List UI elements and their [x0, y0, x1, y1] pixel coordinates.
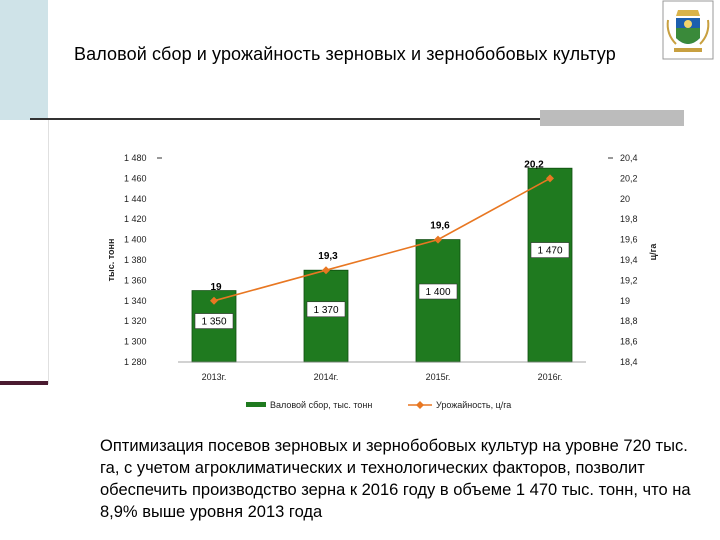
- y-tick-label: 1 460: [124, 173, 147, 183]
- y-tick-label: 1 420: [124, 214, 147, 224]
- line-value-label: 19,6: [430, 221, 450, 232]
- line-value-label: 19,3: [318, 251, 338, 262]
- y-tick-label: 1 340: [124, 296, 147, 306]
- bar-value-label: 1 350: [201, 317, 226, 328]
- line-point: [434, 235, 442, 244]
- bar: [527, 167, 573, 363]
- line-point: [322, 266, 330, 275]
- y-axis-title: тыс. тонн: [106, 239, 116, 282]
- y2-tick-label: 19: [620, 296, 630, 306]
- bar-label-box: [194, 313, 234, 329]
- bar-label-box: [530, 242, 570, 258]
- y2-tick-label: 19,6: [620, 235, 638, 245]
- line-value-label: 19: [210, 282, 222, 293]
- y2-tick-label: 18,4: [620, 357, 638, 367]
- legend-swatch-bar: [246, 402, 266, 407]
- page-title: Валовой сбор и урожайность зерновых и зе…: [74, 44, 616, 64]
- y2-tick-label: 20: [620, 194, 630, 204]
- y-tick-label: 1 360: [124, 275, 147, 285]
- y2-axis-title: ц/га: [648, 243, 658, 261]
- y2-tick-label: 19,4: [620, 255, 638, 265]
- y2-tick-label: 18,8: [620, 316, 638, 326]
- y-tick-label: 1 380: [124, 255, 147, 265]
- line-value-label: 20,2: [524, 159, 544, 170]
- bar: [415, 239, 461, 363]
- bar-value-label: 1 470: [537, 246, 562, 257]
- y-tick-label: 1 300: [124, 337, 147, 347]
- x-tick-label: 2016г.: [538, 372, 563, 382]
- decor-stripe-top: [0, 0, 48, 120]
- x-tick-label: 2015г.: [426, 372, 451, 382]
- y2-tick-label: 20,2: [620, 173, 638, 183]
- y-tick-label: 1 320: [124, 316, 147, 326]
- y2-tick-label: 18,6: [620, 337, 638, 347]
- x-tick-label: 2014г.: [314, 372, 339, 382]
- y2-tick-label: 20,4: [620, 153, 638, 163]
- decor-stripe-bottom: [0, 120, 49, 384]
- bar-label-box: [306, 301, 346, 318]
- y-tick-label: 1 400: [124, 235, 147, 245]
- y2-tick-label: 19,2: [620, 275, 638, 285]
- y-tick-label: 1 480: [124, 153, 147, 163]
- legend-label: Урожайность, ц/га: [436, 400, 511, 410]
- decor-stripe-dark: [0, 381, 48, 385]
- x-tick-label: 2013г.: [202, 372, 227, 382]
- caption-text: Оптимизация посевов зерновых и зернобобо…: [100, 437, 691, 521]
- bar-value-label: 1 400: [425, 287, 450, 298]
- legend-label: Валовой сбор, тыс. тонн: [270, 400, 372, 410]
- line-series: [213, 177, 551, 302]
- line-point: [546, 174, 554, 183]
- bar-value-label: 1 370: [313, 305, 338, 316]
- rule-accent-block: [540, 110, 684, 126]
- legend-swatch-marker: [416, 401, 424, 409]
- bar-label-box: [418, 283, 458, 300]
- coat-of-arms-icon: [662, 0, 714, 60]
- combo-chart: 1 480 1 460 1 440 1 420 1 400 1 380 1 360 1 340…: [106, 153, 658, 410]
- line-point: [210, 296, 218, 305]
- y2-tick-label: 19,8: [620, 214, 638, 224]
- y-tick-label: 1 280: [124, 357, 147, 367]
- y-tick-label: 1 440: [124, 194, 147, 204]
- title-rule: [30, 118, 684, 120]
